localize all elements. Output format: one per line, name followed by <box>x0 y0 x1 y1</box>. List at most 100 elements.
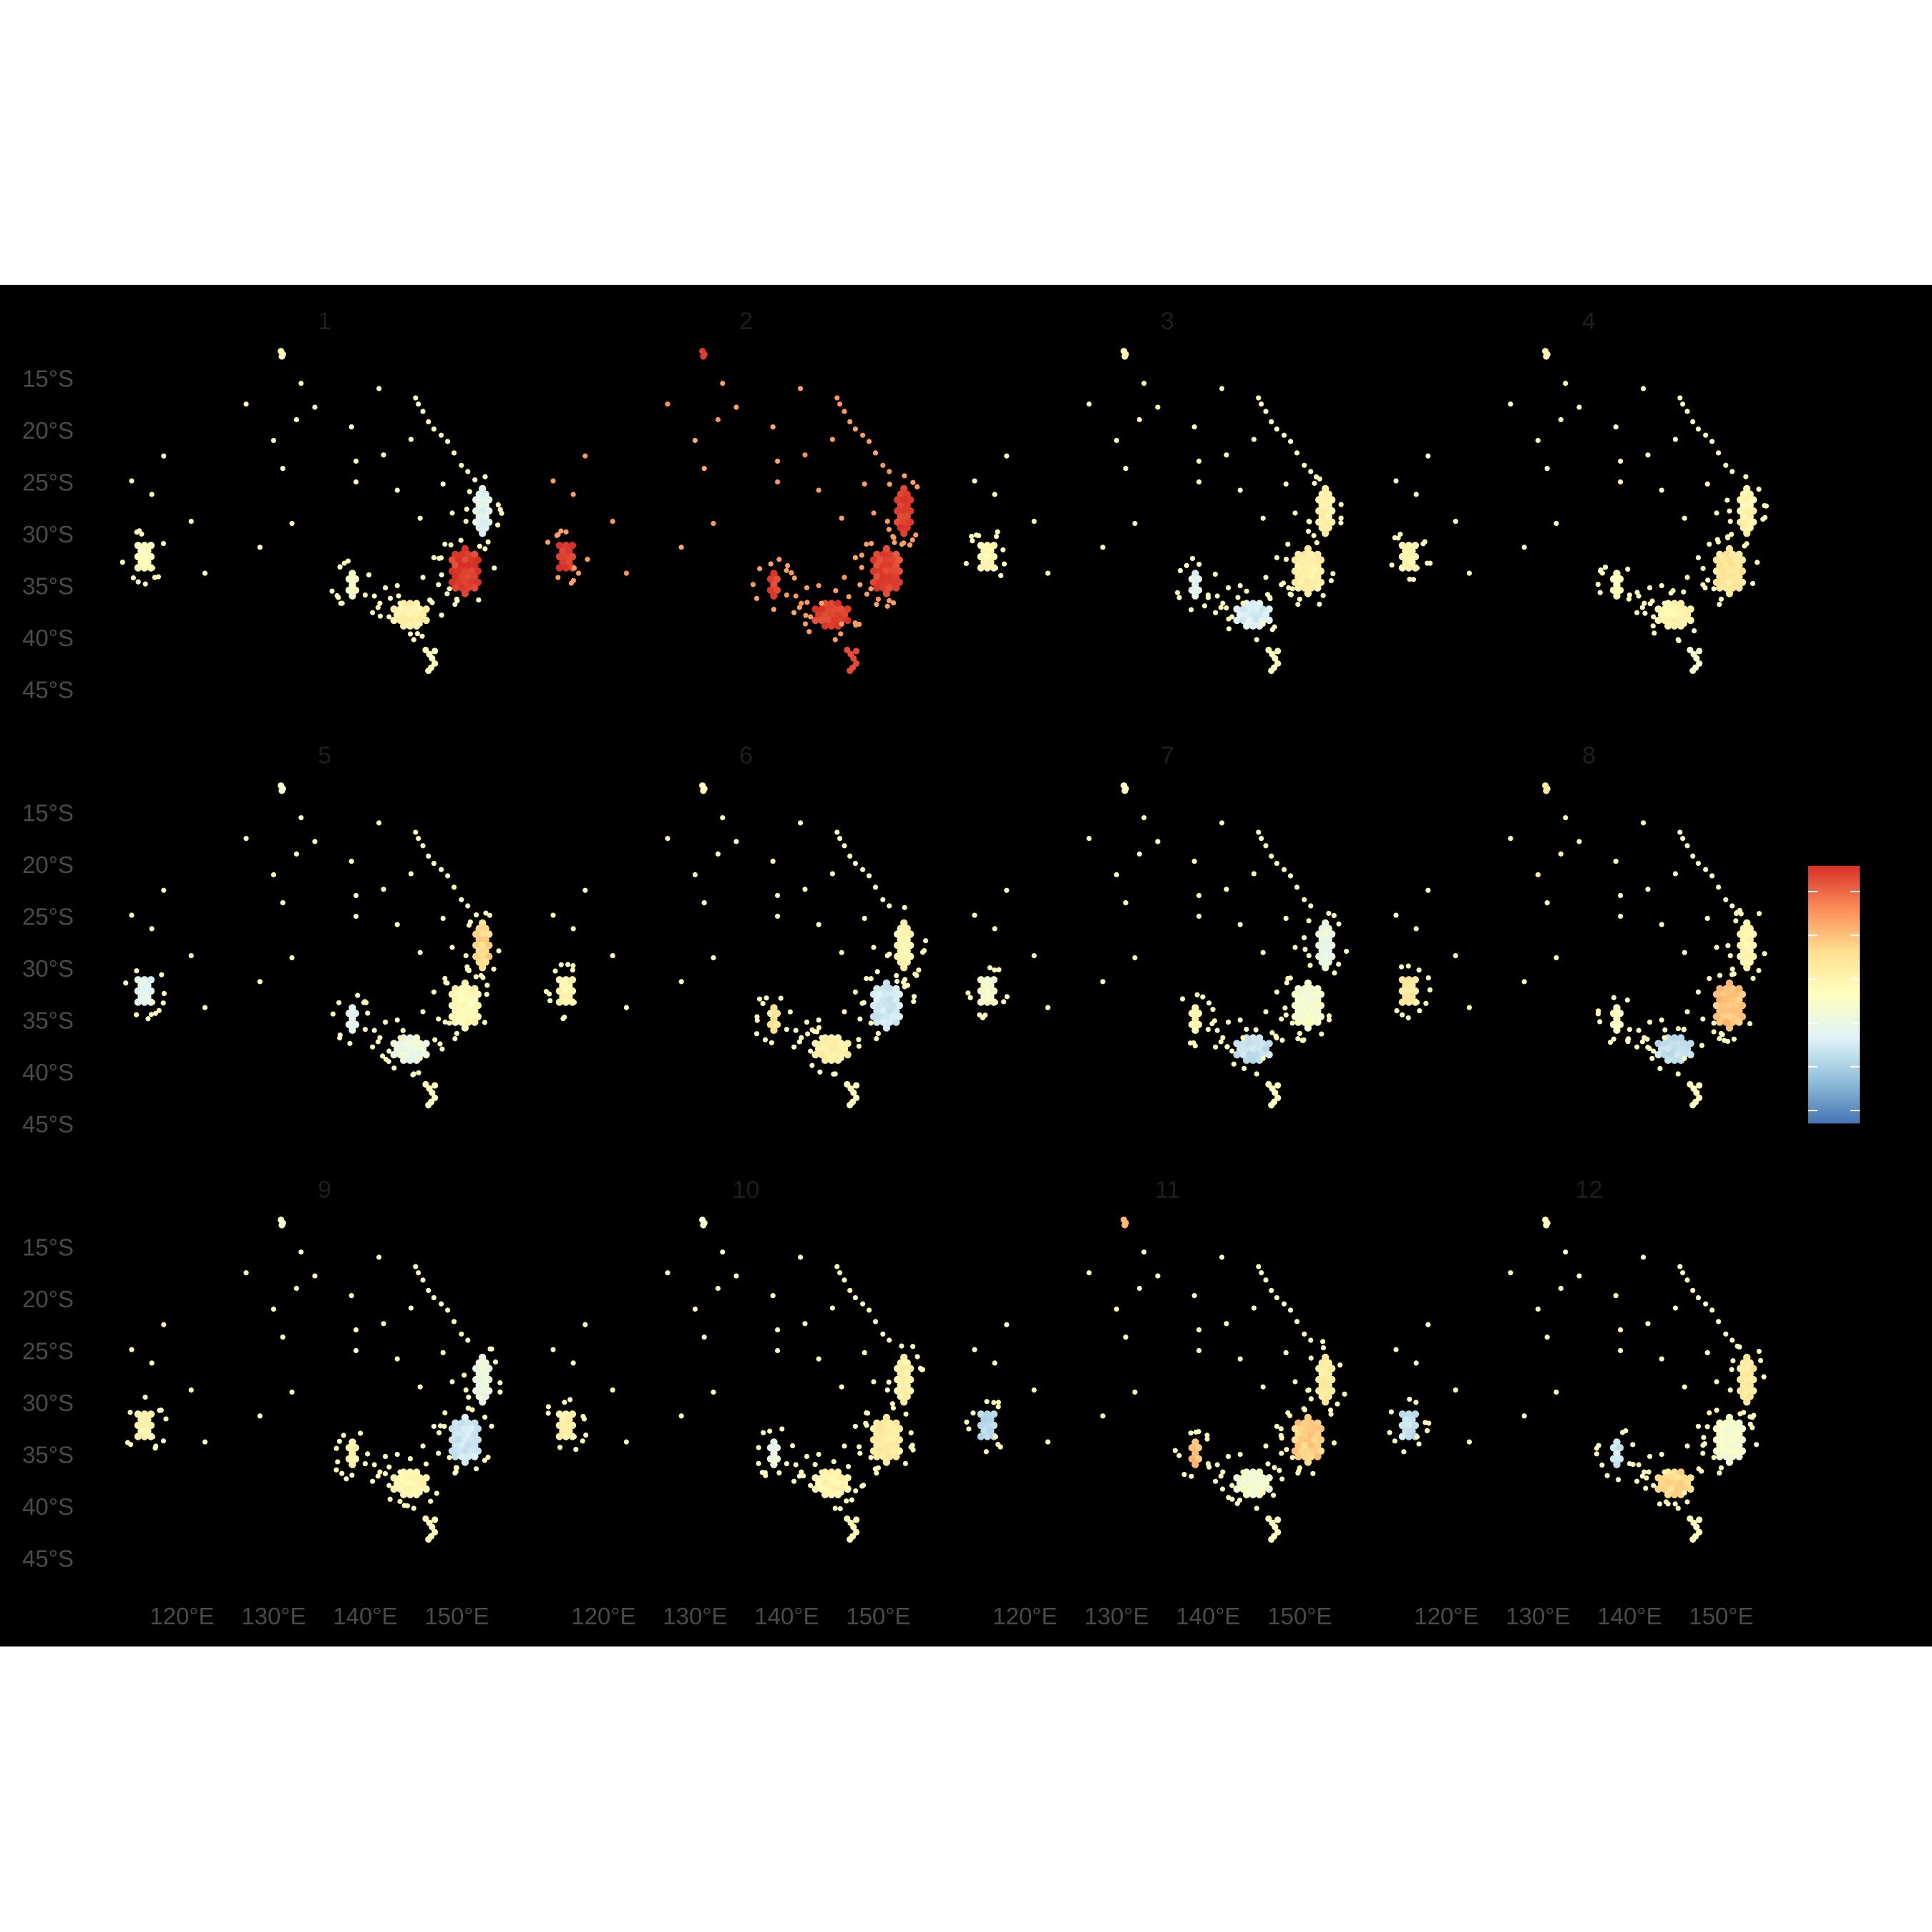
hex-cell-sparse <box>1320 1339 1325 1344</box>
hex-cell-sparse <box>837 1270 842 1275</box>
hex-cell-sparse <box>1651 1048 1656 1053</box>
hex-cell-sparse <box>1596 582 1601 587</box>
hex-cell-darwin <box>278 787 285 794</box>
hex-cell-sparse <box>1190 556 1195 561</box>
hex-cell-sparse <box>454 1465 459 1470</box>
hex-cell-sparse <box>972 478 977 483</box>
hex-cell-sparse <box>1141 381 1146 386</box>
hex-cell-sparse <box>833 588 838 593</box>
hex-cell-sparse <box>1284 1350 1289 1355</box>
hex-cell-sparse <box>610 953 615 958</box>
hex-cell-sparse <box>418 622 423 627</box>
hex-cell-sparse <box>1225 1044 1230 1049</box>
hex-cell-sparse <box>1259 1270 1264 1275</box>
hex-cell-sparse <box>150 565 155 570</box>
hex-cell-perth <box>984 998 991 1005</box>
hex-cell-sparse <box>1086 401 1091 406</box>
hex-cell-sparse <box>885 604 890 609</box>
hex-cell-sparse <box>1337 1362 1342 1367</box>
hex-cell-sparse <box>420 1009 425 1014</box>
hex-cell-sparse <box>1576 839 1581 844</box>
hex-cell-sparse <box>1261 1491 1266 1496</box>
hex-cell-sparse <box>1302 897 1307 902</box>
hex-cell-sparse <box>1682 1056 1687 1061</box>
hex-cell-sparse <box>1425 888 1430 893</box>
hex-cell-sparse <box>413 829 418 834</box>
hex-cell-sparse <box>1723 1332 1728 1337</box>
y-tick-label: 40°S <box>22 1493 74 1520</box>
hex-cell-sparse <box>902 473 907 478</box>
hex-cell-sparse <box>567 1397 572 1402</box>
hex-cell-sparse <box>383 1020 388 1025</box>
hex-cell-sparse <box>258 545 263 550</box>
hex-cell-sparse <box>436 582 441 587</box>
hex-cell-sparse <box>834 395 839 400</box>
hex-cell-sparse <box>150 1000 155 1005</box>
hex-cell-sparse <box>968 995 973 1000</box>
hex-cell-sparse <box>1714 1379 1719 1384</box>
hex-cell-sparse <box>1263 1277 1268 1282</box>
hex-cell-sparse <box>798 386 803 391</box>
hex-cell-sparse <box>552 968 557 973</box>
hex-cell-sparse <box>876 1465 881 1470</box>
hex-cell-sparse <box>1196 1327 1201 1332</box>
hex-cell-sparse <box>964 1420 969 1425</box>
hex-cell-sparse <box>869 1455 874 1460</box>
hex-cell-sparse <box>767 1428 772 1433</box>
hex-cell-sparse <box>376 1473 381 1478</box>
hex-cell-sparse <box>1032 1387 1037 1392</box>
hex-cell-sparse <box>395 1018 400 1023</box>
hex-cell-sparse <box>1692 628 1697 633</box>
hex-cell-sparse <box>1676 1071 1681 1076</box>
hex-cell-sparse <box>853 555 858 560</box>
hex-cell-sparse <box>1327 1013 1332 1018</box>
hex-cell-sparse <box>1219 1254 1224 1259</box>
hex-cell-sparse <box>449 1379 454 1384</box>
hex-cell-sparse <box>441 916 446 921</box>
hex-cell-sparse <box>1652 630 1657 635</box>
hex-cell-sparse <box>355 992 360 997</box>
hex-cell-sparse <box>362 999 367 1004</box>
hex-cell-sparse <box>992 492 997 497</box>
hex-cell-sparse <box>1297 1465 1302 1470</box>
hex-cell-sparse <box>1297 597 1302 602</box>
hex-cell-sparse <box>1173 1448 1178 1453</box>
hex-cell-sparse <box>383 1471 388 1476</box>
hex-cell-sparse <box>1690 419 1695 424</box>
hex-cell-sparse <box>1696 861 1701 866</box>
hex-cell-sparse <box>1240 1470 1245 1475</box>
hex-cell-sparse <box>1640 1473 1645 1478</box>
hex-cell-sparse <box>771 859 776 864</box>
hex-cell-sparse <box>1630 1442 1635 1447</box>
hex-cell-sparse <box>1673 1501 1678 1506</box>
hex-cell-sparse <box>1553 955 1558 960</box>
hex-cell-sparse <box>869 976 874 981</box>
hex-cell-sparse <box>159 1407 164 1413</box>
hex-cell-sparse <box>1407 1397 1412 1402</box>
hex-cell-sparse <box>1141 1249 1146 1254</box>
facet-title: 11 <box>1155 1176 1180 1204</box>
hex-cell-sparse <box>381 1321 386 1326</box>
hex-cell-sparse <box>784 568 789 573</box>
hex-cell-sparse <box>797 1039 802 1044</box>
hex-cell-sparse <box>1256 395 1261 400</box>
hex-cell-sparse <box>571 578 576 583</box>
hex-cell-sparse <box>1393 1347 1398 1352</box>
hex-cell-darwin <box>1121 1221 1128 1228</box>
hex-cell-sparse <box>984 1449 989 1454</box>
hex-cell-melbourne <box>400 1491 407 1498</box>
hex-cell-sparse <box>1640 605 1645 610</box>
hex-cell-sparse <box>1723 897 1728 902</box>
hex-cell-sparse <box>563 530 568 535</box>
hex-cell-sparse <box>271 1307 276 1312</box>
hex-cell-sparse <box>1558 852 1563 857</box>
hex-cell-sparse <box>839 516 844 521</box>
hex-cell-sparse <box>1332 970 1337 975</box>
hex-cell-sparse <box>1175 590 1180 595</box>
hex-cell-sparse <box>445 1307 450 1312</box>
hex-cell-sparse <box>853 620 858 625</box>
hex-cell-sparse <box>1553 1390 1558 1395</box>
hex-cell-sparse <box>381 887 386 892</box>
hex-cell-sparse <box>809 1028 814 1033</box>
hex-cell-sparse <box>487 913 492 918</box>
